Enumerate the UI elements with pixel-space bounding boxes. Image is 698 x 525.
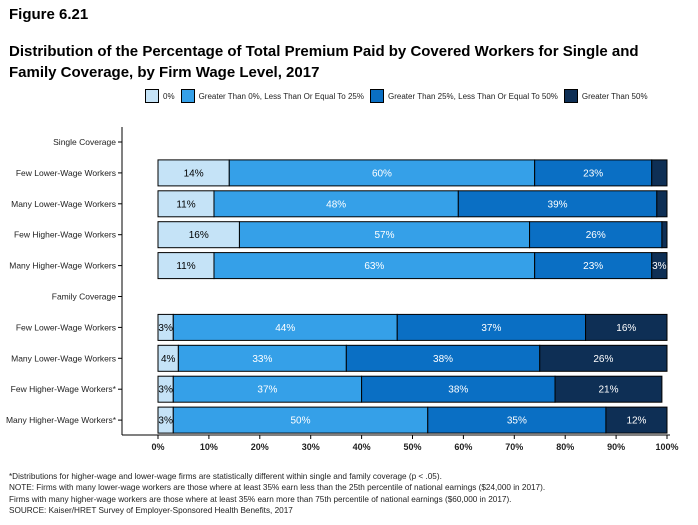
category-label: Few Lower-Wage Workers (16, 322, 116, 332)
bar-segment-high (605, 406, 668, 434)
group-header-label: Single Coverage (53, 137, 116, 147)
data-label: 44% (275, 323, 295, 334)
chart-notes: *Distributions for higher-wage and lower… (9, 471, 545, 517)
bar-segment-high (554, 375, 663, 403)
bar-segment-high (656, 190, 668, 218)
x-tick-label: 20% (251, 442, 269, 452)
category-label: Many Lower-Wage Workers (11, 199, 116, 209)
bar-segment-mid (529, 221, 663, 249)
data-label: 26% (593, 354, 613, 365)
legend-swatch-zero (145, 89, 159, 103)
category-label: Few Lower-Wage Workers (16, 168, 116, 178)
legend-item-mid: Greater Than 25%, Less Than Or Equal To … (370, 89, 558, 103)
legend-label-high: Greater Than 50% (581, 91, 648, 101)
category-label: Many Higher-Wage Workers* (6, 415, 117, 425)
bar-segment-mid (427, 406, 607, 434)
bar-segment-low (213, 252, 536, 280)
data-label: 3% (158, 385, 173, 396)
legend-swatch-low (180, 89, 195, 103)
x-tick-label: 70% (505, 442, 523, 452)
legend-item-low: Greater Than 0%, Less Than Or Equal To 2… (180, 89, 364, 103)
x-tick-label: 50% (403, 442, 421, 452)
bar-segment-mid (457, 190, 658, 218)
category-label: Many Lower-Wage Workers (11, 353, 116, 363)
x-tick-label: 100% (655, 442, 678, 452)
legend-label-mid: Greater Than 25%, Less Than Or Equal To … (388, 91, 558, 101)
data-label: 16% (189, 230, 209, 241)
data-label: 35% (507, 416, 527, 427)
note-source: SOURCE: Kaiser/HRET Survey of Employer-S… (9, 506, 293, 516)
data-label: 50% (291, 416, 311, 427)
legend: 0% Greater Than 0%, Less Than Or Equal T… (145, 88, 654, 104)
note-lower-wage: NOTE: Firms with many lower-wage workers… (9, 483, 546, 493)
data-label: 39% (548, 199, 568, 210)
data-label: 37% (481, 323, 501, 334)
data-label: 3% (158, 323, 173, 334)
data-label: 38% (448, 385, 468, 396)
data-label: 57% (374, 230, 394, 241)
legend-label-low: Greater Than 0%, Less Than Or Equal To 2… (198, 91, 364, 101)
category-label: Few Higher-Wage Workers* (11, 384, 117, 394)
bar-segment-mid (534, 159, 653, 187)
note-footnote: *Distributions for higher-wage and lower… (9, 472, 442, 481)
data-label: 16% (616, 323, 636, 334)
bar-segment-mid (534, 252, 653, 280)
bar-segment-high (651, 252, 668, 280)
bar-segment-high (661, 221, 668, 249)
bar-segment-high (651, 159, 668, 187)
data-label: 12% (626, 416, 646, 427)
bar-segment-low (213, 190, 459, 218)
data-label: 11% (176, 199, 195, 210)
legend-label-zero: 0% (163, 91, 175, 101)
x-tick-label: 60% (454, 442, 472, 452)
data-label: 60% (372, 168, 392, 179)
bar-segment-zero (157, 159, 230, 187)
data-label: 33% (252, 354, 272, 365)
data-label: 63% (364, 261, 384, 272)
data-label: 11% (176, 261, 195, 272)
group-header-label: Family Coverage (52, 292, 117, 302)
bar-segment-mid (345, 344, 541, 372)
figure-label: Figure 6.21 (9, 6, 89, 23)
data-label: 3% (158, 416, 173, 427)
data-label: 21% (598, 385, 618, 396)
x-tick-label: 90% (607, 442, 625, 452)
note-higher-wage: Firms with many higher-wage workers are … (9, 494, 512, 504)
chart-title-line-2: Family Coverage, by Firm Wage Level, 201… (9, 64, 320, 81)
data-label: 37% (257, 385, 277, 396)
x-tick-label: 80% (556, 442, 574, 452)
bar-segment-low (172, 406, 429, 434)
bar-segment-zero (157, 190, 215, 218)
x-tick-label: 40% (353, 442, 371, 452)
data-label: 48% (326, 199, 346, 210)
data-label: 26% (586, 230, 606, 241)
bar-segment-mid (361, 375, 556, 403)
bar-segment-mid (396, 313, 587, 341)
legend-swatch-mid (370, 89, 384, 103)
x-tick-label: 0% (151, 442, 164, 452)
bar-segment-high (539, 344, 668, 372)
x-tick-label: 30% (302, 442, 320, 452)
stacked-bar-chart: Single Coverage Few Lower-Wage Workers 14%… (6, 127, 679, 452)
legend-item-high: Greater Than 50% (563, 89, 648, 103)
category-label: Few Higher-Wage Workers (14, 230, 116, 240)
chart-title: Distribution of the Percentage of Total … (9, 41, 649, 83)
category-label: Many Higher-Wage Workers (9, 261, 116, 271)
bar-segment-low (172, 375, 363, 403)
data-label: 23% (583, 168, 603, 179)
bar-segment-zero (157, 252, 215, 280)
chart-title-line-1: Distribution of the Percentage of Total … (9, 43, 639, 60)
data-label: 3% (652, 261, 667, 272)
bar-segment-zero (157, 221, 240, 249)
bar-segment-low (177, 344, 347, 372)
data-label: 38% (433, 354, 453, 365)
legend-swatch-high (563, 89, 578, 103)
data-label: 14% (184, 168, 204, 179)
legend-item-zero: 0% (145, 89, 175, 103)
bar-segment-high (585, 313, 668, 341)
x-tick-label: 10% (200, 442, 218, 452)
data-label: 23% (583, 261, 603, 272)
data-label: 4% (161, 354, 176, 365)
